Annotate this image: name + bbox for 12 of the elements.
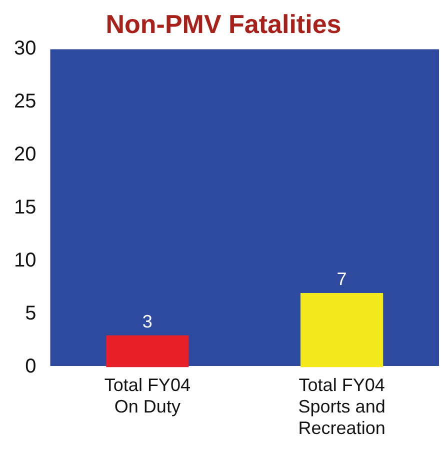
y-tick-label: 30 bbox=[14, 38, 36, 60]
x-tick-label: Total FY04 On Duty bbox=[104, 374, 190, 417]
chart-title: Non-PMV Fatalities bbox=[106, 8, 342, 39]
y-tick-label: 20 bbox=[14, 144, 36, 166]
data-label: 3 bbox=[142, 311, 152, 332]
y-tick-label: 25 bbox=[14, 90, 36, 113]
y-tick-label: 5 bbox=[25, 302, 36, 325]
data-label: 7 bbox=[336, 268, 347, 289]
y-tick-label: 10 bbox=[14, 250, 36, 272]
y-tick-label: 15 bbox=[14, 196, 36, 219]
y-tick-label: 0 bbox=[25, 356, 36, 378]
x-tick-label: Total FY04 Sports and Recreation bbox=[298, 374, 386, 438]
